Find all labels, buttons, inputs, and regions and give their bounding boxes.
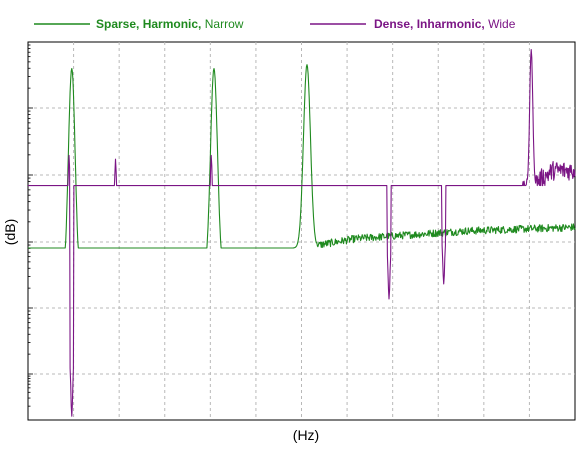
legend-dense-part1: Dense, (374, 17, 413, 31)
legend-dense-part2: Inharmonic, (417, 17, 485, 31)
legend-text-sparse: Sparse, Harmonic, Narrow (96, 17, 244, 31)
y-axis-label: (dB) (2, 219, 18, 245)
legend-sparse-part2: Harmonic, (143, 17, 202, 31)
legend-sparse-part1: Sparse, (96, 17, 139, 31)
series-group (27, 49, 576, 417)
legend-dense-part3: Wide (488, 17, 516, 31)
series-line-dense (27, 49, 576, 417)
legend-sparse-part3: Narrow (205, 17, 244, 31)
x-axis-label: (Hz) (293, 427, 319, 443)
grid (28, 42, 575, 420)
ticks (28, 41, 33, 407)
series-line-sparse (27, 64, 576, 249)
legend-text-dense: Dense, Inharmonic, Wide (374, 17, 516, 31)
legend: Sparse, Harmonic, Narrow Dense, Inharmon… (34, 17, 516, 31)
